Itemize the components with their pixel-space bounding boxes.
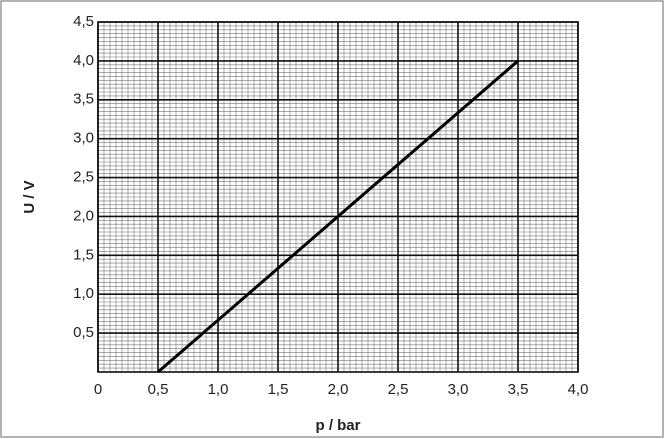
y-tick-label: 2,5 [73, 169, 94, 186]
y-tick-label: 4,0 [73, 52, 94, 69]
x-tick-label: 2,5 [388, 381, 409, 398]
y-tick-label: 3,0 [73, 130, 94, 147]
x-tick-label: 0 [94, 381, 102, 398]
y-tick-label: 1,5 [73, 246, 94, 263]
y-tick-label: 2,0 [73, 207, 94, 224]
x-tick-label: 1,0 [208, 381, 229, 398]
y-tick-label: 0,5 [73, 324, 94, 341]
y-tick-label: 4,5 [73, 13, 94, 30]
x-tick-label: 3,0 [448, 381, 469, 398]
x-tick-label: 2,0 [328, 381, 349, 398]
x-tick-label: 1,5 [268, 381, 289, 398]
y-tick-label: 1,0 [73, 285, 94, 302]
x-tick-label: 0,5 [148, 381, 169, 398]
x-axis-title: p / bar [315, 417, 360, 434]
x-tick-label: 4,0 [568, 381, 589, 398]
y-tick-label: 3,5 [73, 91, 94, 108]
y-axis-title: U / V [21, 180, 38, 213]
plot-border [97, 21, 579, 373]
x-tick-label: 3,5 [508, 381, 529, 398]
data-line [157, 59, 519, 374]
